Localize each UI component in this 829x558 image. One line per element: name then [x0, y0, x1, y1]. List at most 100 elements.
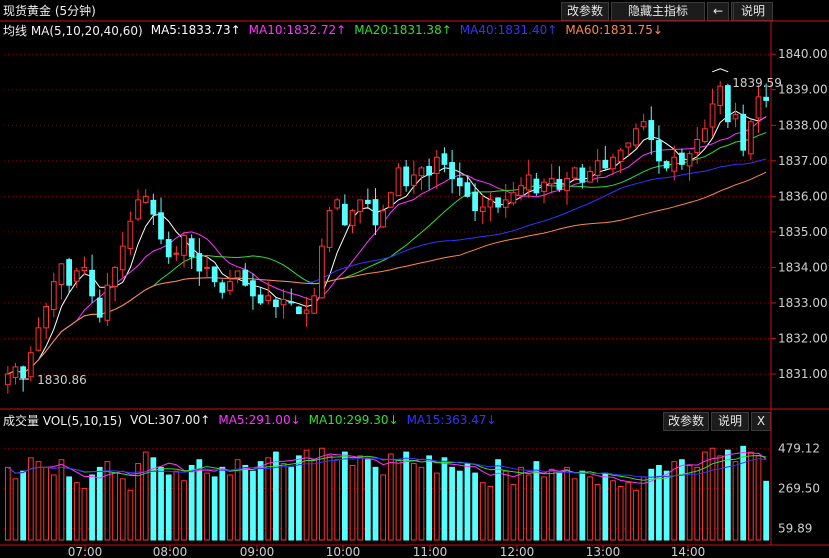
candle-body: [242, 269, 249, 286]
candle-body: [303, 309, 310, 314]
volume-bar: [487, 485, 494, 541]
volume-bar: [717, 455, 724, 541]
candle-body: [479, 206, 486, 213]
candle-body: [20, 366, 27, 379]
volume-bar: [571, 478, 578, 541]
candle-body: [288, 301, 295, 304]
volume-bar: [211, 476, 218, 541]
candle-body: [732, 114, 739, 120]
volume-bar: [173, 470, 180, 541]
volume-bar: [35, 461, 42, 541]
candle-body: [273, 299, 279, 308]
candle-body: [35, 327, 42, 351]
candle-body: [747, 121, 754, 155]
candle-body: [724, 85, 731, 123]
price-tick-label: 1835.00: [778, 225, 828, 239]
candle-body: [671, 156, 678, 172]
candle-body: [648, 120, 655, 140]
candle-body: [12, 366, 19, 378]
candle-body: [763, 96, 770, 101]
volume-legend-prefix: 成交量 VOL(5,10,15): [3, 413, 123, 428]
candle-body: [694, 138, 701, 154]
price-tick-label: 1838.00: [778, 118, 828, 132]
volume-bar: [66, 476, 72, 541]
volume-bar: [142, 451, 149, 541]
candle-body: [334, 199, 341, 209]
volume-bar: [165, 474, 172, 541]
candle-body: [717, 85, 724, 106]
ma-legend: 均线 MA(5,10,20,40,60) MA5:1833.73↑ MA10:1…: [3, 20, 671, 40]
candle-body: [319, 245, 325, 299]
volume-bar: [380, 474, 387, 541]
volume-bar: [265, 457, 272, 541]
volume-bar: [663, 470, 670, 541]
volume-bar: [495, 459, 501, 541]
vol-help-button[interactable]: 说明: [711, 412, 749, 431]
volume-bar: [334, 459, 341, 541]
candle-body: [502, 199, 509, 208]
volume-bar: [525, 474, 532, 541]
volume-bar: [433, 472, 440, 541]
volume-bar: [403, 451, 410, 541]
chart-title-bar: 现货黄金 (5分钟): [3, 0, 96, 20]
price-tick-label: 1837.00: [778, 154, 828, 168]
candle-body: [326, 210, 333, 248]
volume-bar: [319, 447, 325, 541]
volume-bar: [679, 459, 685, 541]
volume-bar: [633, 489, 639, 541]
candle-body: [4, 373, 11, 386]
volume-bar: [288, 466, 295, 541]
volume-bar: [364, 459, 371, 541]
volume-bar: [556, 472, 563, 541]
candle-body: [181, 234, 187, 256]
candle-body: [625, 142, 632, 148]
candle-body: [510, 192, 517, 204]
volume-bar: [594, 484, 601, 541]
candle-body: [50, 281, 57, 311]
candle-body: [43, 306, 50, 329]
ma60-label: MA60:1831.75↓: [565, 23, 663, 37]
volume-tick-label: 59.89: [778, 522, 812, 536]
volume-bar: [579, 470, 586, 541]
volume-bar: [724, 449, 731, 541]
candle-body: [380, 210, 387, 228]
volume-bar: [395, 459, 402, 541]
candle-body: [387, 192, 394, 208]
time-tick-label: 09:00: [240, 545, 275, 558]
candle-body: [204, 266, 210, 269]
price-tick-label: 1833.00: [778, 296, 828, 310]
volume-bar: [518, 466, 524, 541]
candle-body: [211, 266, 218, 283]
candle-body: [709, 103, 716, 128]
volume-bar: [686, 464, 693, 541]
price-tick-label: 1831.00: [778, 367, 828, 381]
vol-params-button[interactable]: 改参数: [663, 412, 709, 431]
candle-body: [617, 149, 624, 162]
volume-bar: [502, 470, 509, 541]
price-tick-label: 1839.00: [778, 83, 828, 97]
candle-body: [135, 199, 141, 220]
volume-bar: [387, 453, 394, 541]
volume-bar: [648, 468, 655, 541]
volume-bar: [740, 445, 747, 541]
candle-body: [533, 178, 540, 194]
volume-bar: [81, 487, 88, 541]
candle-body: [150, 199, 157, 215]
volume-bar: [349, 464, 356, 541]
candle-body: [548, 178, 555, 185]
candle-body: [564, 178, 570, 192]
volume-bar: [303, 449, 310, 541]
volume-bar: [273, 451, 279, 541]
volume-bar: [709, 447, 716, 541]
high-marker: [712, 68, 729, 73]
volume-bar: [548, 468, 555, 541]
candle-body: [357, 199, 364, 212]
candle-body: [112, 266, 118, 288]
volume-tick-label: 269.50: [778, 481, 820, 495]
candle-body: [456, 177, 463, 187]
candle-body: [433, 156, 440, 174]
volume-bar: [50, 474, 57, 541]
price-tick-label: 1836.00: [778, 189, 828, 203]
vol-ma10-label: MA10:299.30↓: [308, 413, 399, 427]
price-tick-label: 1840.00: [778, 47, 828, 61]
